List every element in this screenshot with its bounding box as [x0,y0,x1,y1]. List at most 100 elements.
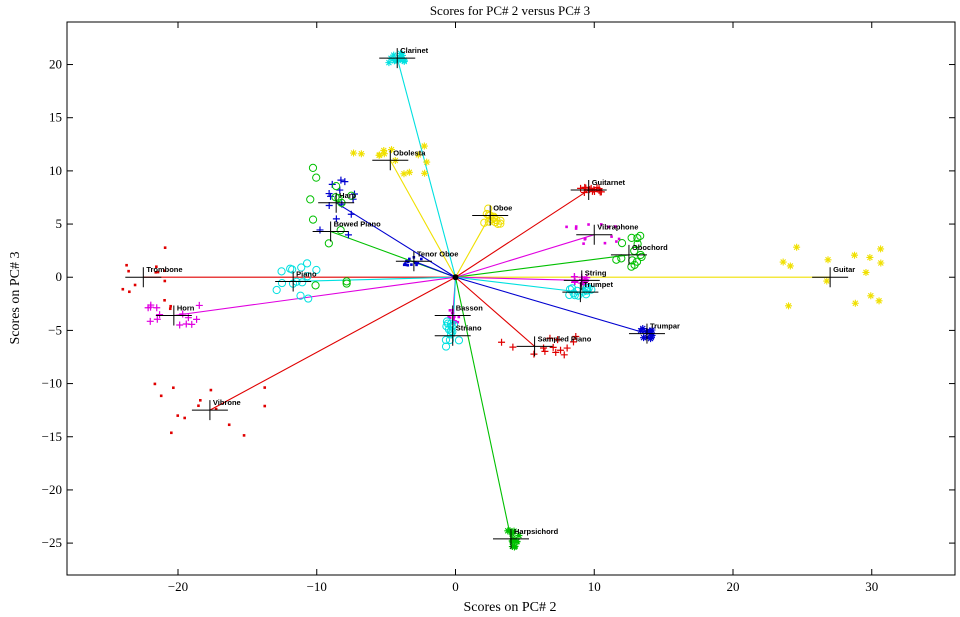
score-point-vibraphone [565,225,568,229]
loading-line-trumpar [455,276,648,335]
score-point-piano [297,263,306,272]
score-point-basson [447,315,450,319]
score-point-clarinet [396,55,404,63]
score-point-horn [176,321,184,329]
instrument-label-bowed-piano: Bowed Piano [334,220,382,229]
score-point-basson [448,308,452,312]
score-point-vibraphone [574,225,578,228]
score-point-obolesta [420,142,428,150]
x-tick-label: 20 [727,579,740,594]
score-point-vibraphone [610,235,613,238]
instrument-label-harp: Harp [339,191,357,200]
score-point-striano [447,322,456,331]
score-point-trombone [168,307,172,311]
score-point-guitar [862,268,870,276]
score-point-trumpar [647,333,655,341]
score-point-trombone [128,290,131,294]
instrument-label-basson: Basson [456,304,484,313]
score-point-obolesta [405,168,413,176]
score-point-oboe [493,219,502,228]
score-point-clarinet [390,51,398,59]
instrument-label-trumpar: Trumpar [650,322,680,331]
score-point-harpsichord [511,542,519,550]
score-point-trombone [156,270,160,274]
score-point-piano [302,259,312,268]
score-point-trombone [154,271,158,274]
score-point-sampled-piano [557,346,565,354]
loading-line-harpsichord [454,277,512,539]
score-point-striano [454,336,464,345]
score-point-guitar [851,299,859,307]
loading-line-clarinet [396,58,457,278]
score-point-obolesta [357,150,365,158]
centroid-crosses [125,48,849,549]
score-point-trombone [163,246,167,249]
loading-line-string [455,276,582,281]
score-point-trombone [133,283,137,287]
instrument-label-tenor-oboe: Tenor Oboe [417,249,459,258]
score-point-obolesta [350,149,358,157]
y-tick-label: 15 [49,110,62,125]
score-point-sampled-piano [572,333,580,341]
score-point-basson [456,320,460,324]
score-point-obolesta [388,146,396,154]
centroid-cross-trumpar [628,323,665,344]
score-point-obolesta [421,169,429,177]
score-point-trumpet [565,285,575,294]
loading-line-oboe [455,215,491,278]
centroid-cross-harpsichord [493,528,529,549]
loading-line-obolesta [389,159,456,278]
score-point-obolesta [375,151,383,159]
score-point-piano [272,285,281,295]
score-point-guitar [867,292,875,300]
y-tick-label: −25 [42,535,62,550]
instrument-label-guitar: Guitar [833,265,855,274]
score-point-piano [312,265,321,275]
y-tick-label: −20 [42,482,62,497]
score-point-sampled-piano [549,343,557,351]
score-point-horn [195,301,203,309]
x-tick-label: −10 [307,579,327,594]
centroid-cross-horn [155,305,192,326]
score-point-striano [441,335,451,345]
score-point-vibraphone [582,242,585,245]
centroid-cross-vibrone [191,400,228,421]
score-point-trumpet [570,291,579,300]
score-point-trombone [121,287,125,291]
instrument-label-guitarnet: Guitarnet [592,178,626,187]
centroid-cross-clarinet [379,48,416,69]
score-point-obochord [632,257,642,266]
score-point-vibraphone [587,223,590,226]
score-point-vibrone [159,394,163,398]
centroid-cross-harp [318,192,355,213]
score-point-obochord [636,231,645,240]
score-point-tenor-oboe [405,263,408,267]
score-point-vibrone [183,416,186,420]
score-point-clarinet [391,56,399,64]
instrument-labels: Clarinet Obolesta Harp Bowed Piano Tenor Obo… [146,46,855,536]
instrument-label-striano: Striano [456,324,482,333]
score-point-guitar [785,302,793,310]
score-point-obolesta [380,150,388,158]
score-point-piano [303,272,312,281]
score-point-sampled-piano [530,350,538,358]
score-point-striano [447,330,456,339]
score-point-trumpet [583,286,592,295]
score-point-obochord [617,239,627,248]
centroid-cross-sampled-piano [516,336,553,357]
centroid-cross-obolesta [372,150,409,171]
score-point-tenor-oboe [406,260,410,264]
score-point-tenor-oboe [406,263,410,267]
score-point-guitar [823,277,831,285]
score-point-obolesta [414,151,422,159]
score-point-vibrone [263,404,267,408]
score-point-obolesta [400,170,408,178]
instrument-label-trombone: Trombone [146,265,182,274]
score-point-horn [146,317,154,325]
score-point-harp [344,231,352,239]
instrument-label-clarinet: Clarinet [400,46,428,55]
score-point-tenor-oboe [419,257,423,261]
score-point-vibraphone [606,225,610,229]
y-tick-label: −10 [42,376,62,391]
